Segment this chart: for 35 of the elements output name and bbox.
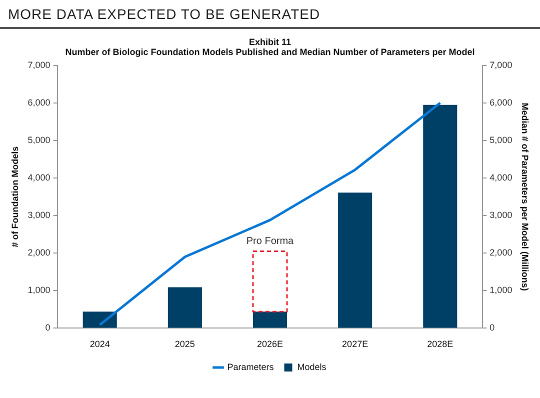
chart-title: MORE DATA EXPECTED TO BE GENERATED [0, 0, 540, 29]
y-tick-label: 2,000 [28, 248, 50, 258]
y2-axis-title: Median # of Parameters per Model (Millions) [520, 102, 530, 291]
bar [82, 312, 117, 328]
y2-tick-label: 0 [490, 322, 495, 333]
y-tick-label: 5,000 [28, 134, 50, 145]
bar [168, 287, 202, 328]
y2-tick-label: 1,000 [490, 285, 512, 296]
y2-tick-label: 7,000 [490, 60, 512, 70]
y2-tick-label: 3,000 [490, 210, 512, 220]
bar [423, 104, 458, 328]
x-tick-label: 2027E [342, 339, 368, 350]
bar [338, 192, 372, 328]
x-tick-label: 2025 [174, 339, 195, 350]
y-tick-label: 3,000 [28, 210, 50, 220]
legend-label: Models [297, 362, 327, 372]
y-tick-label: 4,000 [28, 172, 50, 183]
y-tick-label: 1,000 [28, 285, 50, 296]
y-tick-label: 7,000 [28, 60, 50, 70]
y2-tick-label: 5,000 [490, 134, 512, 145]
series-label: Pro Forma [246, 236, 294, 247]
chart-subtitle: Exhibit 11 [248, 37, 292, 47]
text: Number of Biologic Foundation Models Published and Median Number of Parameters per Model [64, 47, 476, 57]
y2-tick-label: 4,000 [490, 172, 512, 183]
y-tick-label: 6,000 [28, 97, 50, 108]
legend-label: Parameters [227, 362, 274, 372]
y-tick-label: 0 [45, 322, 50, 333]
y2-tick-label: 6,000 [490, 97, 512, 108]
y-axis-title: # of Foundation Models [10, 146, 20, 248]
x-tick-label: 2024 [90, 339, 110, 350]
y2-tick-label: 2,000 [490, 248, 512, 258]
x-tick-label: 2028E [427, 339, 454, 350]
bar [252, 312, 288, 328]
bar [252, 250, 288, 312]
x-tick-label: 2026E [256, 339, 284, 350]
